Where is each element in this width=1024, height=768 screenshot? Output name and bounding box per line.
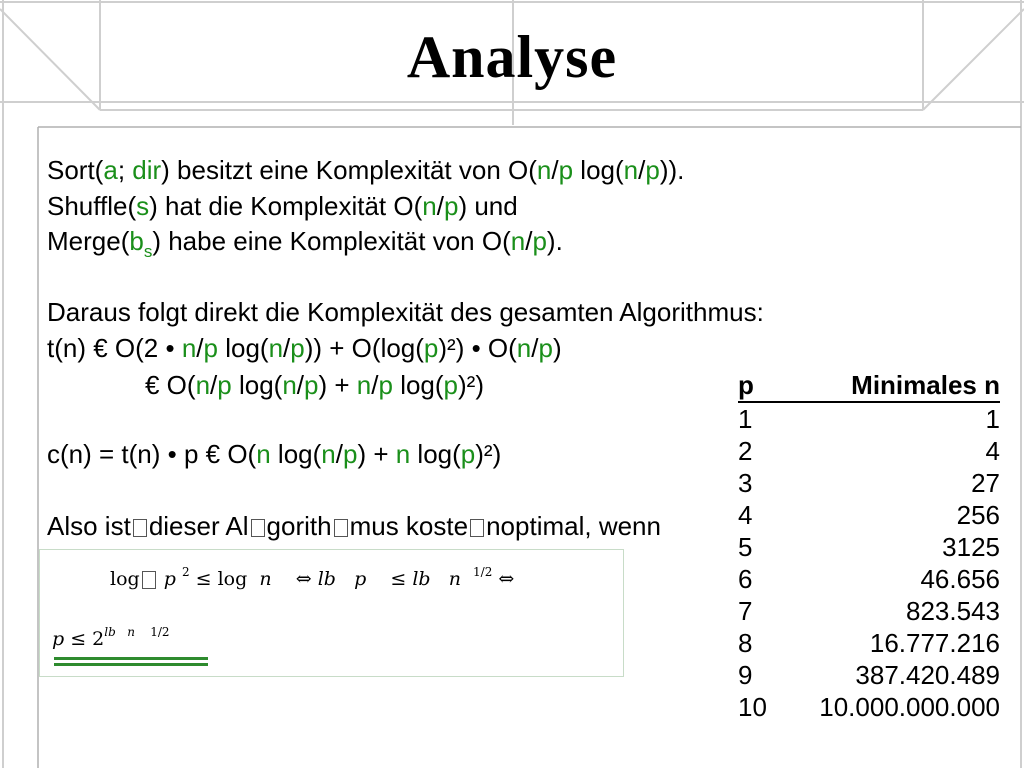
table-cell-p: 2 bbox=[738, 436, 753, 466]
table-cell-p: 9 bbox=[738, 660, 753, 690]
missing-glyph-icon bbox=[470, 519, 485, 538]
table-row: 7 823.543 bbox=[738, 595, 1000, 627]
text-line-6: € O(n/p log(n/p) + n/p log(p)²) bbox=[145, 370, 484, 400]
table-cell-n: 16.777.216 bbox=[869, 628, 1000, 658]
table-cell-p: 4 bbox=[738, 500, 753, 530]
missing-glyph-icon bbox=[250, 519, 265, 538]
table-cell-n: 46.656 bbox=[920, 564, 1000, 594]
table-cell-n: 4 bbox=[985, 436, 1000, 466]
text-line-5: t(n) € O(2 • n/p log(n/p)) + O(log(p)²) … bbox=[47, 333, 562, 363]
table-cell-p: 7 bbox=[738, 596, 753, 626]
table-row: 5 3125 bbox=[738, 531, 1000, 563]
table-cell-n: 27 bbox=[971, 468, 1000, 498]
table-cell-p: 3 bbox=[738, 468, 753, 498]
text-line-7: c(n) = t(n) • p € O(n log(n/p) + n log(p… bbox=[47, 439, 502, 469]
table-cell-n: 10.000.000.000 bbox=[819, 692, 1000, 722]
result-underline bbox=[54, 663, 208, 666]
table-cell-n: 3125 bbox=[942, 532, 1000, 562]
table-cell-n: 1 bbox=[985, 404, 1000, 434]
formula-line-1: log 𝑝 2 ≤ log 𝑛 ⇔ 𝑙𝑏 𝑝 ≤ 𝑙𝑏 𝑛 1/2 ⇔ bbox=[110, 565, 515, 590]
table-row: 4 256 bbox=[738, 499, 1000, 531]
table-header-n: Minimales n bbox=[851, 370, 1000, 400]
missing-glyph-icon bbox=[333, 519, 348, 538]
text-line-2: Shuffle(s) hat die Komplexität O(n/p) un… bbox=[47, 191, 518, 221]
table-cell-p: 1 bbox=[738, 404, 753, 434]
formula-box: log 𝑝 2 ≤ log 𝑛 ⇔ 𝑙𝑏 𝑝 ≤ 𝑙𝑏 𝑛 1/2 ⇔ 𝑝 ≤ … bbox=[39, 549, 624, 677]
table-row: 3 27 bbox=[738, 467, 1000, 499]
formula-line-2: 𝑝 ≤ 2𝑙𝑏 𝑛 1/2 bbox=[52, 625, 170, 650]
text-line-8: Also ist dieser Al gorith mus koste noptimal… bbox=[47, 511, 661, 541]
text-line-1: Sort(a; dir) besitzt eine Komplexität vo… bbox=[47, 155, 685, 185]
table-row: 8 16.777.216 bbox=[738, 627, 1000, 659]
missing-glyph-icon bbox=[141, 571, 156, 589]
table-row: 9 387.420.489 bbox=[738, 659, 1000, 691]
table-cell-n: 823.543 bbox=[906, 596, 1000, 626]
missing-glyph-icon bbox=[132, 519, 147, 538]
table-header-p: p bbox=[738, 370, 754, 400]
table-cell-p: 6 bbox=[738, 564, 753, 594]
slide-title: Analyse bbox=[406, 24, 618, 90]
table-cell-n: 256 bbox=[956, 500, 1000, 530]
table-cell-p: 5 bbox=[738, 532, 753, 562]
result-underline bbox=[54, 657, 208, 660]
table-row: 6 46.656 bbox=[738, 563, 1000, 595]
text-line-3: Merge(bs) habe eine Komplexität von O(n/… bbox=[47, 226, 563, 261]
table-cell-p: 8 bbox=[738, 628, 753, 658]
text-line-4: Daraus folgt direkt die Komplexität des … bbox=[47, 297, 764, 327]
table-row: 10 10.000.000.000 bbox=[738, 691, 1000, 723]
table-cell-p: 10 bbox=[738, 692, 767, 722]
table-cell-n: 387.420.489 bbox=[855, 660, 1000, 690]
table-header-row: p Minimales n bbox=[738, 369, 1000, 403]
